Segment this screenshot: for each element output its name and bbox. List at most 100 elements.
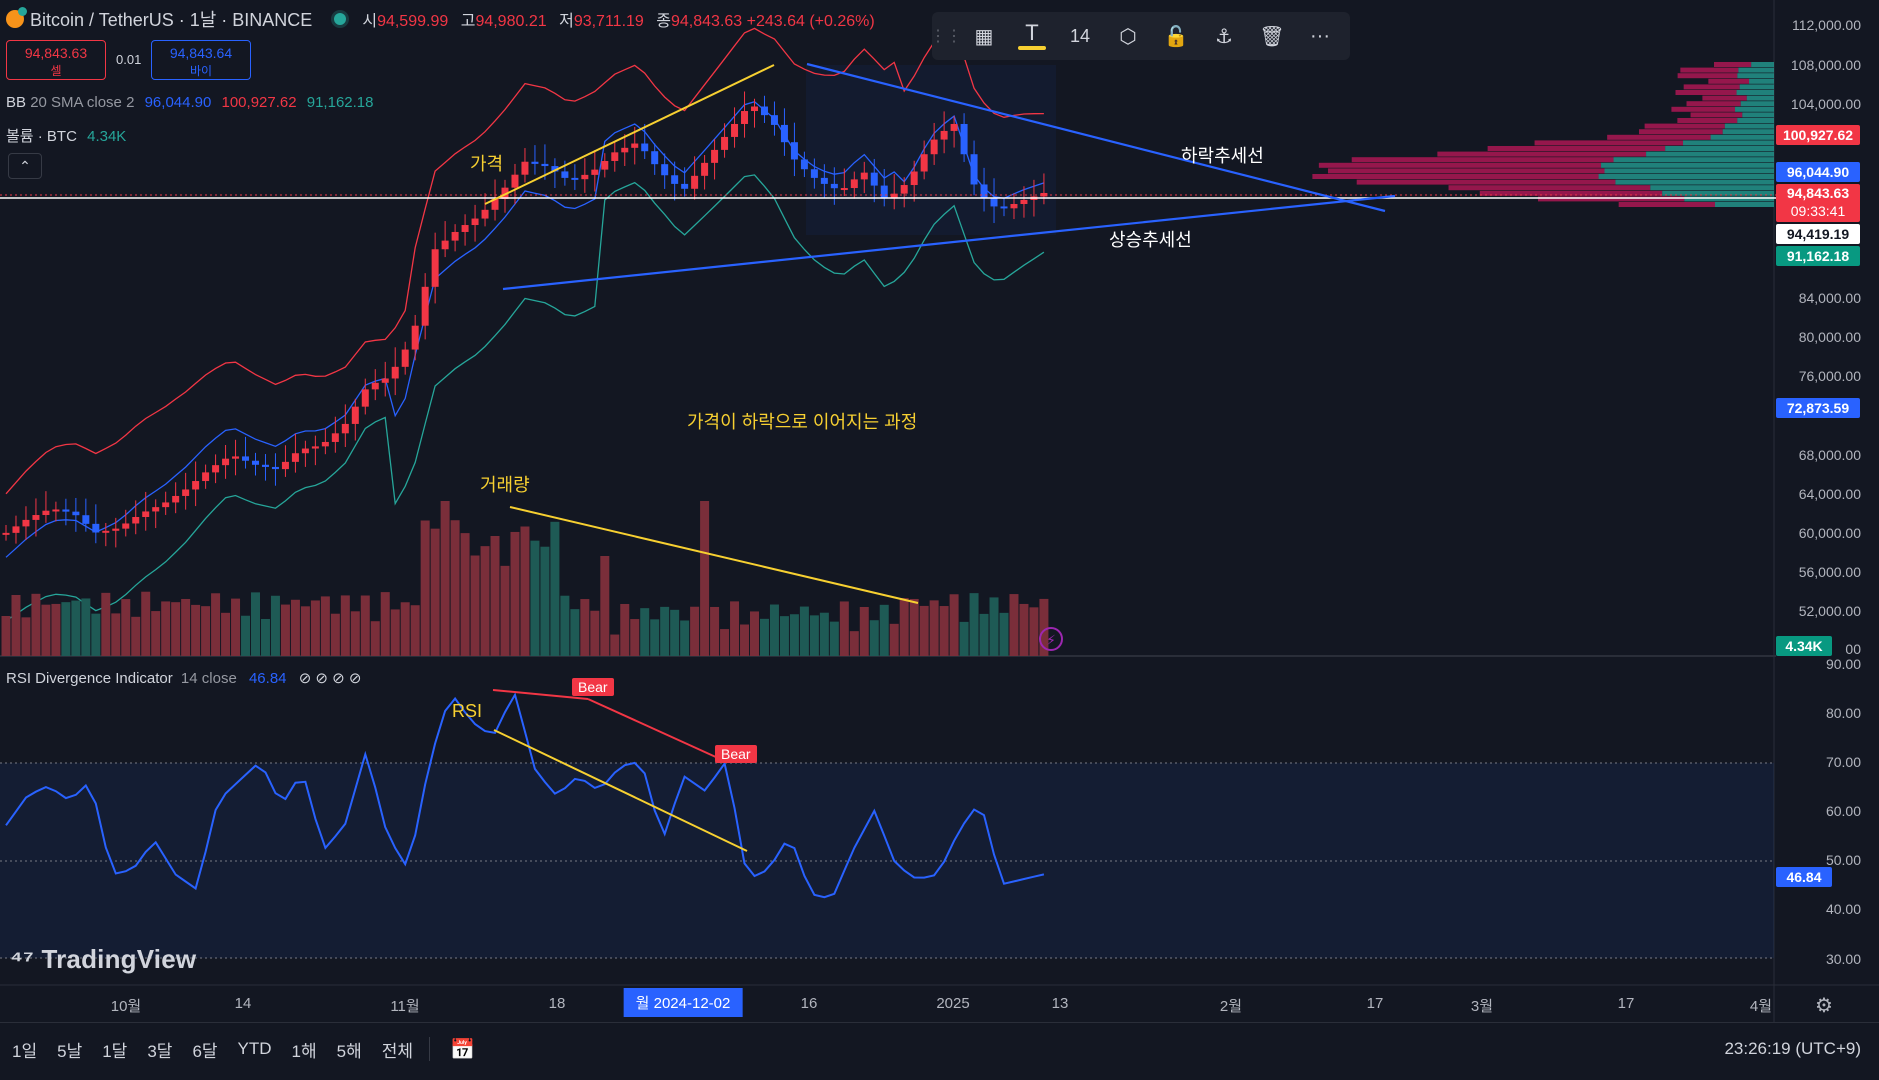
candle-body <box>890 193 898 199</box>
rsi-status-icons: ⊘ ⊘ ⊘ ⊘ <box>298 670 362 687</box>
candle-body <box>132 516 140 524</box>
price-divergence-line[interactable] <box>484 64 775 205</box>
volume-bar <box>420 520 430 656</box>
text-icon: T <box>1025 20 1039 45</box>
sell-price: 94,843.63 <box>24 45 88 61</box>
font-size-selector[interactable]: 14 <box>1069 25 1091 46</box>
market-status-icon[interactable] <box>334 13 347 25</box>
drawing-toolbar[interactable]: ⋮⋮ ▦ T 14 ⬡ 🔓 ⚓ 🗑 ··· <box>930 12 1350 60</box>
candle-body <box>960 123 968 155</box>
volume-profile-buy-bar <box>1742 112 1774 118</box>
range-5y-button[interactable]: 5해 <box>336 1041 362 1061</box>
candle-body <box>940 130 948 140</box>
text-color-swatch <box>1018 46 1046 50</box>
candle-body <box>800 159 808 170</box>
tradingview-logo[interactable]: ⁴⁷ TradingView <box>10 944 196 975</box>
range-6m-button[interactable]: 6달 <box>192 1041 218 1061</box>
volume-bar <box>520 526 530 656</box>
rsi-support-line[interactable] <box>493 729 748 852</box>
range-all-button[interactable]: 전체 <box>381 1041 414 1061</box>
candle-body <box>751 106 758 112</box>
downtrend-line[interactable] <box>806 62 1386 213</box>
volume-bar <box>670 609 680 656</box>
lightning-icon[interactable] <box>1039 627 1063 651</box>
text-color-button[interactable]: T <box>1008 12 1056 60</box>
buy-button[interactable]: 94,843.64 바이 <box>151 40 251 80</box>
range-1d-button[interactable]: 1일 <box>12 1041 38 1061</box>
candle-body <box>830 183 838 189</box>
delete-icon[interactable]: 🗑 <box>1259 24 1285 48</box>
volume-profile-buy-bar <box>1735 106 1774 112</box>
time-axis-label: 18 <box>548 995 566 1012</box>
range-1y-button[interactable]: 1해 <box>291 1041 317 1061</box>
volume-profile-sell-bar <box>1328 168 1605 174</box>
volume-bar <box>620 603 630 656</box>
volume-bar <box>260 618 270 656</box>
candle-body <box>760 106 768 116</box>
drag-handle-icon[interactable]: ⋮⋮ <box>930 28 962 45</box>
candle-body <box>601 160 609 170</box>
settings-icon[interactable]: ⬡ <box>1119 25 1137 48</box>
volume-annotation[interactable]: 거래량 <box>480 475 530 495</box>
volume-bar <box>590 610 600 656</box>
volume-value: 4.34K <box>87 128 127 145</box>
candle-body <box>301 448 309 454</box>
bb-legend[interactable]: BB 20 SMA close 2 96,044.90 100,927.62 9… <box>6 94 373 111</box>
volume-bar <box>181 598 191 656</box>
downtrend-annotation[interactable]: 하락추세선 <box>1181 146 1264 166</box>
more-icon[interactable]: ··· <box>1310 24 1330 47</box>
symbol-header[interactable]: Bitcoin / TetherUS · 1날 · BINANCE 시94,59… <box>0 6 883 32</box>
lock-icon[interactable]: 🔓 <box>1163 24 1189 48</box>
clock[interactable]: 23:26:19 (UTC+9) <box>1724 1039 1861 1058</box>
axis-settings-icon[interactable]: ⚙ <box>1815 995 1833 1017</box>
anchor-icon[interactable]: ⚓ <box>1215 24 1233 48</box>
price-axis-label: 68,000.00 <box>1798 447 1861 463</box>
template-icon[interactable]: ▦ <box>974 25 994 48</box>
volume-profile-sell-bar <box>1351 157 1614 163</box>
rsi-legend[interactable]: RSI Divergence Indicator 14 close 46.84 … <box>6 669 361 687</box>
collapse-legend-button[interactable]: ⌃ <box>8 153 42 179</box>
candlesticks[interactable] <box>2 91 1048 548</box>
symbol-title[interactable]: Bitcoin / TetherUS · 1날 · BINANCE <box>30 10 313 30</box>
volume-bar <box>131 616 141 656</box>
volume-bar <box>650 619 660 656</box>
volume-legend[interactable]: 볼륨 · BTC 4.34K <box>6 125 126 146</box>
candle-body <box>72 511 80 516</box>
volume-profile-sell-bar <box>1312 174 1599 179</box>
volume-profile-sell-bar <box>1677 118 1738 123</box>
tradingview-brand-text: TradingView <box>41 944 197 974</box>
process-annotation[interactable]: 가격이 하락으로 이어지는 과정 <box>687 412 918 432</box>
go-to-date-icon[interactable]: 📅 <box>450 1038 475 1061</box>
volume-bar <box>410 605 420 656</box>
low-label: 저 <box>559 13 574 30</box>
sell-button[interactable]: 94,843.63 셀 <box>6 40 106 80</box>
buy-price: 94,843.64 <box>169 45 233 61</box>
uptrend-line[interactable] <box>502 194 1396 291</box>
candle-body <box>870 172 878 186</box>
volume-bar <box>290 599 300 656</box>
candle-body <box>361 389 369 407</box>
range-3m-button[interactable]: 3달 <box>147 1041 173 1061</box>
volume-profile-sell-bar <box>1677 73 1738 79</box>
rsi-annotation[interactable]: RSI <box>452 701 483 721</box>
candle-body <box>1020 199 1028 204</box>
range-ytd-button[interactable]: YTD <box>237 1039 272 1058</box>
range-5d-button[interactable]: 5날 <box>57 1041 83 1061</box>
close-label: 종 <box>656 13 671 30</box>
candle-body <box>721 136 729 150</box>
volume-profile-sell-bar <box>1708 78 1750 84</box>
price-annotation[interactable]: 가격 <box>470 154 504 174</box>
range-1m-button[interactable]: 1달 <box>102 1041 128 1061</box>
volume-bar <box>310 600 320 656</box>
candle-body <box>461 225 469 232</box>
uptrend-annotation[interactable]: 상승추세선 <box>1109 230 1192 250</box>
price-axis-label: 60,000.00 <box>1798 525 1861 541</box>
volume-bar <box>680 620 690 656</box>
volume-divergence-line[interactable] <box>509 506 919 604</box>
candle-body <box>401 349 409 367</box>
volume-bar <box>899 598 909 656</box>
candle-body <box>631 143 639 148</box>
candle-body <box>531 161 539 164</box>
volume-bar <box>280 604 290 656</box>
